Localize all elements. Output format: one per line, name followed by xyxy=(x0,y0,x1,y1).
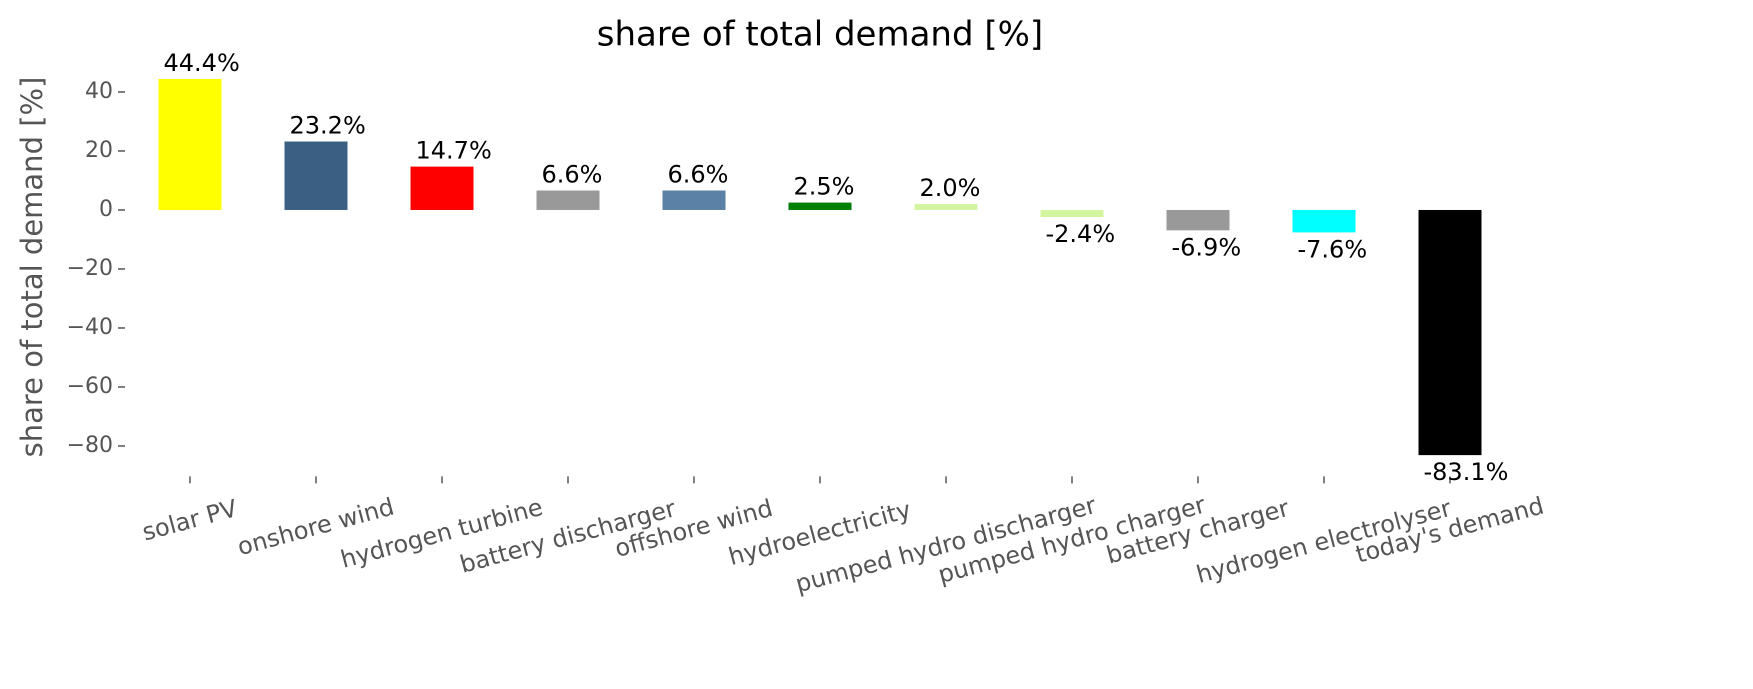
value-label: 6.6% xyxy=(668,161,729,189)
bar xyxy=(1166,209,1230,231)
y-tick-label: −40 xyxy=(67,315,113,340)
bar xyxy=(284,141,348,210)
value-label: 2.5% xyxy=(794,173,855,201)
value-label: 23.2% xyxy=(290,112,366,140)
bar xyxy=(1292,209,1356,233)
value-label: 2.0% xyxy=(920,174,981,202)
value-label: 14.7% xyxy=(416,137,492,165)
bar xyxy=(158,78,222,210)
bar xyxy=(410,166,474,210)
value-label: -6.9% xyxy=(1172,233,1242,261)
value-label: 6.6% xyxy=(542,161,603,189)
bar xyxy=(1040,209,1104,218)
x-tick-label: solar PV xyxy=(139,494,240,546)
y-tick-label: 20 xyxy=(85,138,113,163)
bar xyxy=(788,202,852,210)
value-label: 44.4% xyxy=(164,49,240,77)
y-tick-label: −20 xyxy=(67,256,113,281)
y-tick-label: 40 xyxy=(85,79,113,104)
bar xyxy=(1418,209,1482,456)
bar xyxy=(536,190,600,210)
chart-title: share of total demand [%] xyxy=(597,15,1043,55)
y-tick-label: −60 xyxy=(67,374,113,399)
y-axis-label: share of total demand [%] xyxy=(15,77,49,458)
bar xyxy=(914,204,978,210)
y-tick-label: 0 xyxy=(99,197,113,222)
value-label: -7.6% xyxy=(1298,235,1368,263)
value-label: -2.4% xyxy=(1046,220,1116,248)
y-tick-label: −80 xyxy=(67,433,113,458)
bar xyxy=(662,190,726,210)
value-label: -83.1% xyxy=(1424,458,1509,486)
